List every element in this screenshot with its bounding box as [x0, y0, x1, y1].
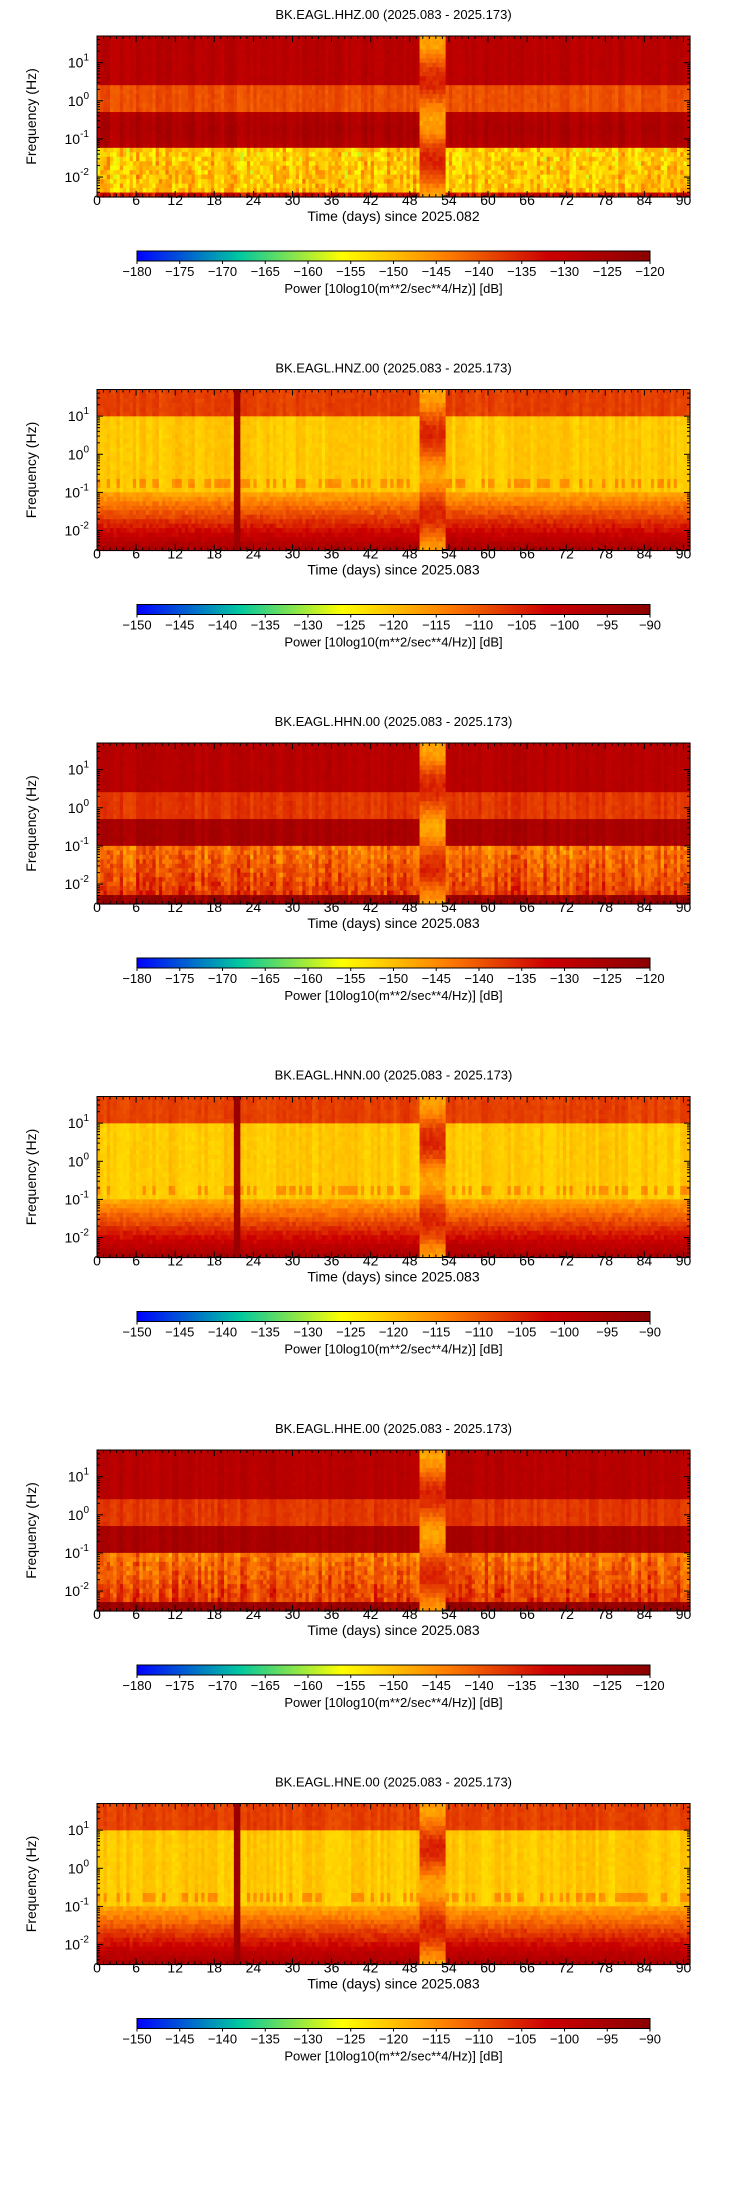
- chart-title: BK.EAGL.HHZ.00 (2025.083 - 2025.173): [275, 7, 511, 22]
- heatmap: [97, 36, 691, 198]
